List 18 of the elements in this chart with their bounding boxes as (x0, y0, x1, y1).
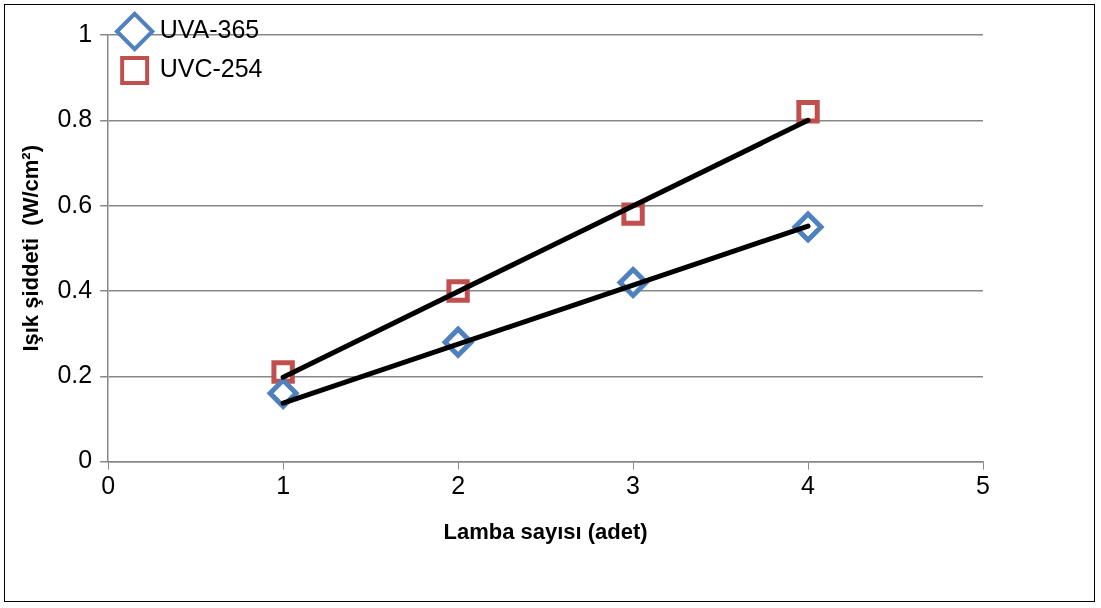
x-tick-label: 2 (451, 471, 466, 500)
point (267, 377, 299, 409)
y-axis-title: Işık şiddeti (W/cm²) (18, 145, 44, 352)
y-tick-label: 0.6 (57, 189, 93, 218)
y-tick-label: 0.2 (57, 360, 93, 389)
y-tick-label: 0.8 (57, 104, 93, 133)
legend-label: UVA-365 (159, 15, 260, 44)
x-tick-label: 5 (976, 471, 990, 500)
x-tick-label: 1 (276, 471, 291, 500)
x-tick-label: 3 (626, 471, 641, 500)
y-tick-label: 1 (78, 18, 93, 47)
x-tick-label: 0 (101, 471, 116, 500)
y-tick-label: 0.4 (57, 274, 93, 303)
x-axis-title: Lamba sayısı (adet) (443, 518, 648, 544)
point (796, 100, 820, 124)
y-tick-label: 0 (78, 445, 93, 474)
x-tick-label: 4 (801, 471, 816, 500)
legend-label: UVC-254 (159, 54, 263, 83)
